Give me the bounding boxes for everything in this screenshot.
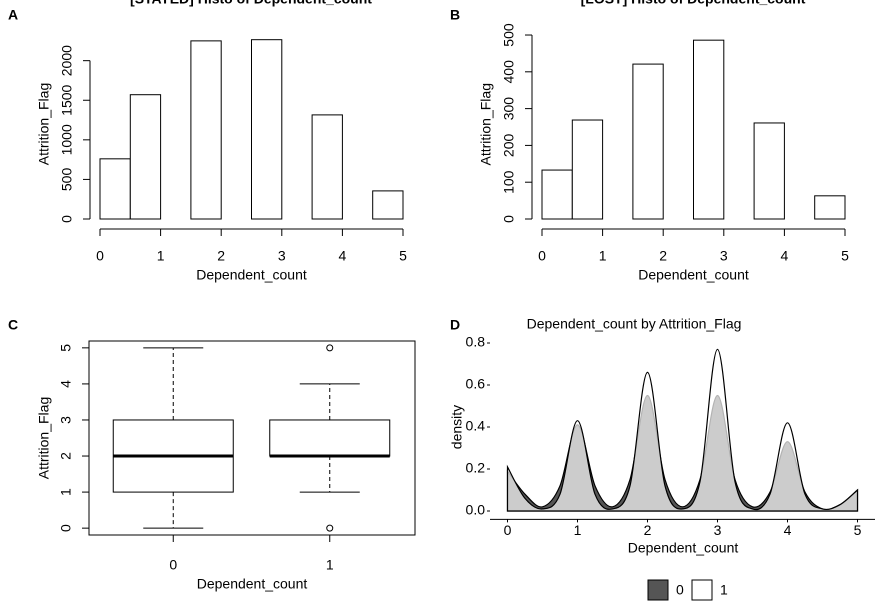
x-tick-label: 0 <box>504 522 512 538</box>
x-tick-label: 4 <box>781 248 789 264</box>
y-tick-label: 0 <box>59 215 75 223</box>
y-axis-label: Attrition_Flag <box>36 397 52 479</box>
x-tick-label: 0 <box>169 557 177 573</box>
plot-frame <box>88 340 416 536</box>
bar <box>571 119 604 220</box>
y-tick-label: 200 <box>501 134 517 158</box>
x-tick-label: 0 <box>96 248 104 264</box>
x-axis-label: Dependent_count <box>628 540 739 556</box>
y-tick-label: 0.6 <box>466 376 486 392</box>
x-tick-label: 5 <box>854 522 862 538</box>
y-tick-label: 0.0 <box>466 502 486 518</box>
panel-label: D <box>450 317 460 333</box>
legend-swatch <box>647 579 669 601</box>
bar <box>311 114 343 220</box>
y-tick-label: 0.8 <box>466 334 486 350</box>
panel-label: C <box>8 317 18 333</box>
y-tick-label: 500 <box>59 168 75 192</box>
outlier <box>326 524 334 532</box>
bar <box>129 94 162 220</box>
y-tick-label: 500 <box>501 23 517 47</box>
y-tick-label: 0.4 <box>466 418 486 434</box>
x-tick-label: 4 <box>339 248 347 264</box>
x-tick-label: 3 <box>714 522 722 538</box>
y-axis-label: density <box>449 405 465 449</box>
x-tick-label: 2 <box>644 522 652 538</box>
bar <box>632 63 664 220</box>
bar <box>251 39 283 220</box>
x-axis-label: Dependent_count <box>638 267 749 283</box>
y-tick-label: 2000 <box>59 45 75 76</box>
y-tick-label: 2 <box>58 452 74 460</box>
x-tick-label: 4 <box>784 522 792 538</box>
x-tick-label: 1 <box>157 248 165 264</box>
x-tick-label: 5 <box>399 248 407 264</box>
y-tick-label: 1000 <box>59 124 75 155</box>
density-area <box>506 348 859 512</box>
chart-title: [STAYED] Histo of Dependent_count <box>130 0 372 7</box>
y-tick-label: 300 <box>501 97 517 121</box>
box <box>269 419 391 457</box>
x-axis-label: Dependent_count <box>196 267 307 283</box>
x-tick-label: 3 <box>278 248 286 264</box>
bar <box>372 190 404 220</box>
panel-label: A <box>8 7 18 23</box>
bar <box>753 122 785 220</box>
y-tick-label: 5 <box>58 344 74 352</box>
chart-title: Dependent_count by Attrition_Flag <box>527 316 742 332</box>
bar <box>190 40 222 220</box>
x-tick-label: 2 <box>217 248 225 264</box>
y-tick-label: 100 <box>501 170 517 194</box>
x-tick-label: 3 <box>720 248 728 264</box>
x-tick-label: 1 <box>326 557 334 573</box>
legend-label: 0 <box>676 582 684 598</box>
bar <box>541 169 573 220</box>
legend-label: 1 <box>720 582 728 598</box>
y-tick-label: 1 <box>58 488 74 496</box>
x-axis-label: Dependent_count <box>197 576 308 592</box>
y-tick-label: 400 <box>501 60 517 84</box>
outlier <box>326 344 334 352</box>
y-tick-label: 1500 <box>59 84 75 115</box>
bar <box>99 158 131 220</box>
x-tick-label: 1 <box>599 248 607 264</box>
y-tick-label: 0.2 <box>466 460 486 476</box>
y-axis-label: Attrition_Flag <box>478 83 494 165</box>
chart-title: [LOST] Histo of Dependent_count <box>581 0 806 7</box>
legend-swatch <box>691 579 713 601</box>
panel-label: B <box>450 7 460 23</box>
y-tick-label: 0 <box>501 215 517 223</box>
y-tick-label: 0 <box>58 524 74 532</box>
bar <box>693 39 725 220</box>
bar <box>814 195 846 220</box>
x-tick-label: 2 <box>659 248 667 264</box>
y-axis-label: Attrition_Flag <box>36 83 52 165</box>
x-tick-label: 1 <box>574 522 582 538</box>
x-tick-label: 0 <box>538 248 546 264</box>
x-tick-label: 5 <box>841 248 849 264</box>
y-tick-label: 3 <box>58 416 74 424</box>
y-tick-label: 4 <box>58 380 74 388</box>
